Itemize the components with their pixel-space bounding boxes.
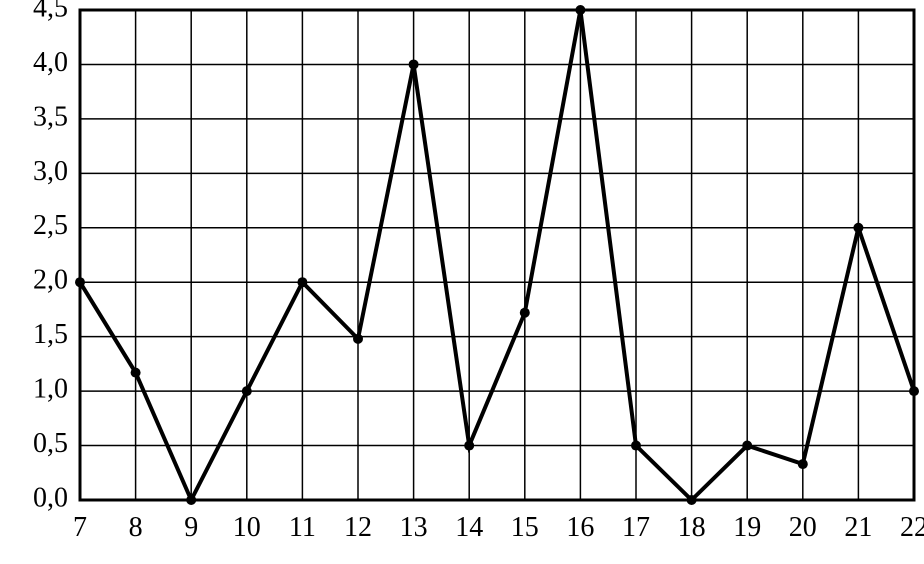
x-tick-label: 19 [733, 512, 761, 543]
y-tick-label: 3,5 [33, 101, 68, 132]
x-tick-label: 17 [622, 512, 650, 543]
data-point [186, 495, 196, 505]
data-point [297, 277, 307, 287]
data-point [575, 5, 585, 15]
data-point [520, 308, 530, 318]
x-tick-label: 9 [184, 512, 198, 543]
y-tick-label: 0,5 [33, 428, 68, 459]
x-tick-label: 15 [511, 512, 539, 543]
data-point [75, 277, 85, 287]
data-point [853, 223, 863, 233]
data-point [909, 386, 919, 396]
data-point [409, 59, 419, 69]
x-tick-label: 7 [73, 512, 87, 543]
y-tick-label: 2,5 [33, 210, 68, 241]
data-point [464, 441, 474, 451]
chart-svg: 0,0 0,5 1,0 1,5 2,0 2,5 3,0 3,5 4,0 4,5 7 8 9 10 11 12 1… [0, 0, 924, 564]
data-point [242, 386, 252, 396]
x-tick-label: 10 [233, 512, 261, 543]
x-tick-label: 13 [400, 512, 428, 543]
x-tick-label: 22 [900, 512, 924, 543]
x-tick-label: 18 [678, 512, 706, 543]
y-axis-labels: 0,0 0,5 1,0 1,5 2,0 2,5 3,0 3,5 4,0 4,5 [33, 0, 68, 513]
y-tick-label: 1,5 [33, 319, 68, 350]
y-tick-label: 3,0 [33, 156, 68, 187]
x-tick-label: 14 [455, 512, 483, 543]
x-tick-label: 8 [129, 512, 143, 543]
x-axis-labels: 7 8 9 10 11 12 13 14 15 16 17 18 19 20 21 22 [73, 512, 924, 543]
data-point [131, 368, 141, 378]
data-point [798, 459, 808, 469]
data-point [353, 334, 363, 344]
data-point [742, 441, 752, 451]
data-point [631, 441, 641, 451]
data-point [687, 495, 697, 505]
x-tick-label: 16 [566, 512, 594, 543]
y-tick-label: 4,5 [33, 0, 68, 23]
x-tick-label: 11 [289, 512, 316, 543]
y-tick-label: 4,0 [33, 47, 68, 78]
line-chart: 0,0 0,5 1,0 1,5 2,0 2,5 3,0 3,5 4,0 4,5 7 8 9 10 11 12 1… [0, 0, 924, 564]
x-tick-label: 20 [789, 512, 817, 543]
x-tick-label: 12 [344, 512, 372, 543]
y-tick-label: 2,0 [33, 265, 68, 296]
x-tick-label: 21 [844, 512, 872, 543]
y-tick-label: 0,0 [33, 482, 68, 513]
y-tick-label: 1,0 [33, 374, 68, 405]
